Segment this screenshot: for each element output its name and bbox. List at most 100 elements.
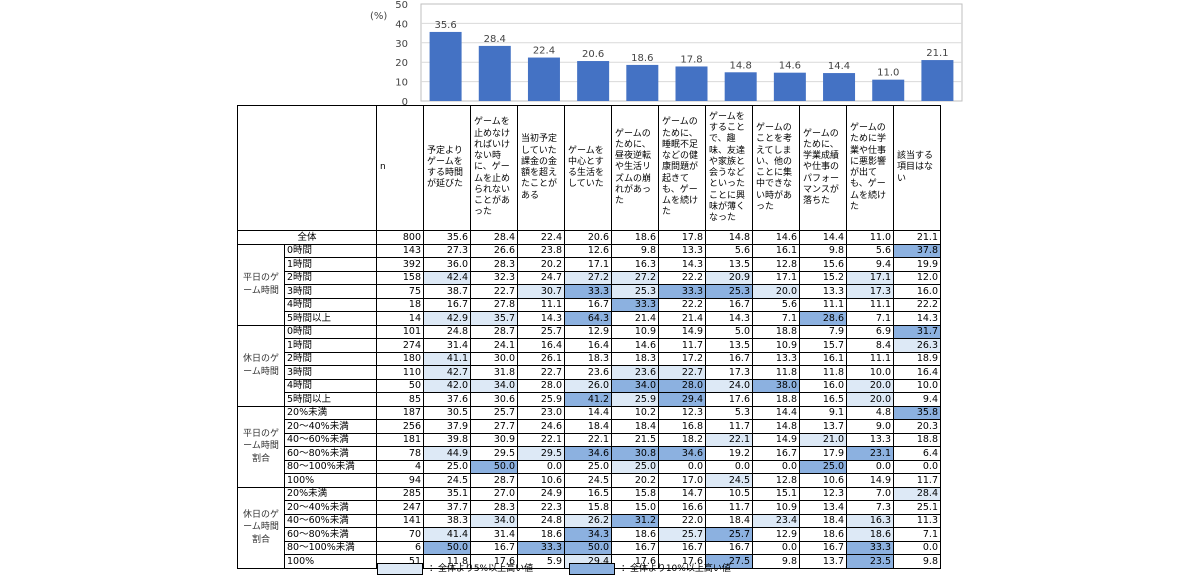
value-cell: 9.0 (846, 419, 894, 434)
legend-item-5pct: ：全体より5%以上高い値 (377, 561, 533, 575)
value-cell: 25.7 (517, 324, 565, 339)
value-cell: 35.6 (423, 230, 471, 245)
value-cell: 18.3 (564, 351, 612, 366)
row-label: 40～60%未満 (284, 513, 377, 528)
row-label: 20～40%未満 (284, 419, 377, 434)
value-cell: 26.0 (564, 378, 612, 393)
value-cell: 0.0 (846, 459, 894, 474)
row-label: 4時間 (284, 297, 377, 312)
value-cell: 38.7 (423, 284, 471, 299)
value-cell: 26.6 (470, 243, 518, 258)
value-cell: 20.2 (611, 473, 659, 488)
value-cell: 12.3 (658, 405, 706, 420)
value-cell: 34.3 (564, 527, 612, 542)
value-cell: 18.8 (893, 432, 941, 447)
data-label-6: 17.8 (680, 54, 702, 65)
row-label: 80～100%未満 (284, 540, 377, 555)
value-cell: 17.0 (658, 473, 706, 488)
value-cell: 16.7 (423, 297, 471, 312)
value-cell: 18.6 (611, 230, 659, 245)
value-cell: 10.0 (846, 365, 894, 380)
value-cell: 15.6 (799, 257, 847, 272)
value-cell: 22.1 (517, 432, 565, 447)
value-cell: 35.7 (470, 311, 518, 326)
bar-chart: 0 10 20 30 40 50 (%) 35.6 28.4 22.4 20.6 18.6 17.8 14… (370, 0, 963, 108)
value-cell: 11.1 (799, 297, 847, 312)
value-cell: 22.1 (705, 432, 753, 447)
value-cell: 24.8 (517, 513, 565, 528)
row-label: 80～100%未満 (284, 459, 377, 474)
row-label: 3時間 (284, 365, 377, 380)
value-cell: 0.0 (893, 540, 941, 555)
value-cell: 14.3 (658, 257, 706, 272)
value-cell: 12.3 (799, 486, 847, 501)
value-cell: 24.8 (423, 324, 471, 339)
value-cell: 15.7 (799, 338, 847, 353)
row-label: 60～80%未満 (284, 446, 377, 461)
value-cell: 25.0 (564, 459, 612, 474)
value-cell: 19.2 (705, 446, 753, 461)
value-cell: 11.8 (799, 365, 847, 380)
n-cell: 285 (376, 486, 424, 501)
value-cell: 11.8 (752, 365, 800, 380)
value-cell: 17.1 (564, 257, 612, 272)
value-cell: 22.0 (658, 513, 706, 528)
value-cell: 25.0 (423, 459, 471, 474)
value-cell: 28.7 (470, 324, 518, 339)
header-col-6: ゲームのために、睡眠不足などの健康問題が起きても、ゲームを続けた (658, 105, 706, 231)
value-cell: 20.2 (517, 257, 565, 272)
value-cell: 37.7 (423, 500, 471, 515)
value-cell: 16.7 (799, 540, 847, 555)
table-row: 平日のゲーム時間割合 20%未満 187 30.5 25.7 23.0 14.4 10.2 12… (237, 405, 986, 488)
value-cell: 26.3 (893, 338, 941, 353)
row-label: 1時間 (284, 338, 377, 353)
value-cell: 24.6 (517, 419, 565, 434)
value-cell: 28.4 (893, 486, 941, 501)
value-cell: 16.5 (799, 392, 847, 407)
value-cell: 14.6 (752, 230, 800, 245)
value-cell: 27.0 (470, 486, 518, 501)
value-cell: 17.2 (658, 351, 706, 366)
value-cell: 16.7 (564, 297, 612, 312)
value-cell: 14.4 (752, 405, 800, 420)
value-cell: 33.3 (658, 284, 706, 299)
value-cell: 7.9 (799, 324, 847, 339)
value-cell: 22.4 (517, 230, 565, 245)
value-cell: 28.4 (470, 230, 518, 245)
value-cell: 22.2 (658, 270, 706, 285)
value-cell: 25.0 (799, 459, 847, 474)
value-cell: 10.6 (517, 473, 565, 488)
value-cell: 22.2 (658, 297, 706, 312)
row-label: 20～40%未満 (284, 500, 377, 515)
row-label: 3時間 (284, 284, 377, 299)
value-cell: 28.7 (470, 473, 518, 488)
value-cell: 13.5 (705, 257, 753, 272)
n-cell: 247 (376, 500, 424, 515)
n-cell: 78 (376, 446, 424, 461)
value-cell: 9.8 (611, 243, 659, 258)
bar-5 (626, 64, 659, 101)
value-cell: 42.4 (423, 270, 471, 285)
n-cell: 14 (376, 311, 424, 326)
value-cell: 21.4 (611, 311, 659, 326)
value-cell: 16.7 (611, 540, 659, 555)
table-row: 100% 51 11.8 17.6 5.9 29.4 17.6 17.6 27.5 9.8 13.7… (238, 554, 986, 569)
value-cell: 24.9 (517, 486, 565, 501)
data-label-8: 14.6 (779, 61, 801, 72)
header-col-1: 予定よりゲームをする時間が延びた (423, 105, 471, 231)
data-label-1: 35.6 (434, 20, 456, 31)
value-cell: 12.9 (564, 324, 612, 339)
value-cell: 5.0 (705, 324, 753, 339)
value-cell: 11.7 (658, 338, 706, 353)
value-cell: 0.0 (752, 540, 800, 555)
value-cell: 8.4 (846, 338, 894, 353)
value-cell: 20.6 (564, 230, 612, 245)
n-cell: 392 (376, 257, 424, 272)
value-cell: 15.8 (564, 500, 612, 515)
value-cell: 13.4 (799, 500, 847, 515)
header-col-5: ゲームのために、昼夜逆転や生活リズムの崩れがあった (611, 105, 659, 231)
value-cell: 15.8 (611, 486, 659, 501)
value-cell: 23.0 (517, 405, 565, 420)
value-cell: 23.5 (846, 554, 894, 569)
value-cell: 35.1 (423, 486, 471, 501)
